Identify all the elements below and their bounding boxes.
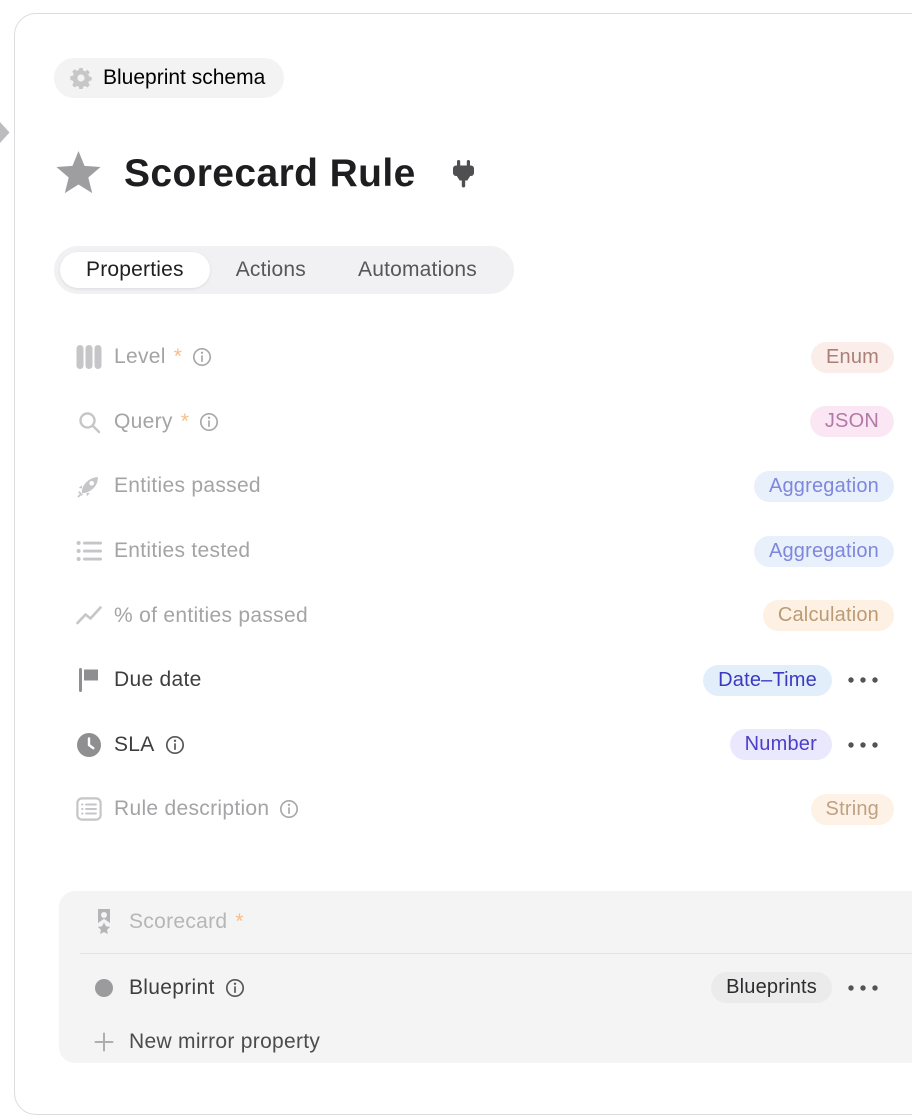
tab-automations[interactable]: Automations [357, 258, 477, 281]
required-asterisk: * [235, 910, 244, 933]
property-row-rule-description[interactable]: Rule description String [54, 777, 894, 842]
clock-icon [74, 732, 104, 758]
type-badge: Calculation [762, 600, 894, 632]
info-icon[interactable] [165, 735, 185, 755]
property-label: Query [114, 409, 173, 433]
type-badge: String [810, 793, 894, 825]
star-icon [54, 150, 103, 198]
type-badge: Blueprints [711, 972, 832, 1003]
more-menu-icon[interactable] [832, 984, 894, 992]
new-mirror-property-button[interactable]: New mirror property [59, 1021, 912, 1063]
plug-icon [452, 160, 475, 188]
info-icon[interactable] [279, 799, 299, 819]
relation-row-scorecard[interactable]: Scorecard * [59, 891, 912, 953]
tab-properties[interactable]: Properties [60, 252, 210, 288]
property-label: Rule description [114, 797, 270, 821]
medal-icon [89, 908, 119, 936]
new-mirror-property-label: New mirror property [129, 1030, 321, 1053]
rocket-icon [74, 473, 104, 499]
panel-divider [80, 953, 912, 954]
search-icon [74, 410, 104, 434]
circle-icon [89, 978, 119, 998]
relation-panel: Scorecard * Blueprint Blueprints New mir… [59, 891, 912, 1063]
required-asterisk: * [173, 345, 182, 369]
info-icon[interactable] [225, 978, 245, 998]
type-badge: Aggregation [753, 535, 894, 567]
property-row-entities-passed[interactable]: Entities passed Aggregation [54, 454, 894, 519]
info-icon[interactable] [192, 347, 212, 367]
gear-icon [70, 67, 92, 90]
blueprint-schema-chip: Blueprint schema [54, 58, 285, 98]
properties-list: Level * Enum Query * JSON Entities p [54, 325, 894, 842]
property-label: % of entities passed [114, 603, 308, 627]
tab-actions[interactable]: Actions [235, 258, 306, 281]
property-label: Entities passed [114, 474, 261, 498]
property-row-percent-entities-passed[interactable]: % of entities passed Calculation [54, 583, 894, 648]
type-badge: Enum [810, 341, 894, 373]
type-badge: Aggregation [753, 470, 894, 502]
list-icon [74, 539, 104, 563]
type-badge: Date–Time [703, 664, 832, 696]
blueprint-editor-card: Blueprint schema Scorecard Rule Properti… [14, 13, 912, 1115]
plus-icon [89, 1031, 119, 1053]
required-asterisk: * [180, 409, 189, 433]
relation-label: Blueprint [129, 975, 215, 999]
description-icon [74, 797, 104, 822]
info-icon[interactable] [199, 412, 219, 432]
type-badge: JSON [809, 406, 894, 438]
property-row-due-date[interactable]: Due date Date–Time [54, 648, 894, 713]
flag-icon [74, 667, 104, 693]
property-label: SLA [114, 732, 155, 756]
property-label: Due date [114, 668, 202, 692]
property-row-level[interactable]: Level * Enum [54, 325, 894, 390]
columns-icon [74, 344, 104, 370]
property-row-entities-tested[interactable]: Entities tested Aggregation [54, 519, 894, 584]
blueprint-title-row: Scorecard Rule [54, 142, 475, 206]
property-label: Entities tested [114, 539, 251, 563]
more-menu-icon[interactable] [832, 741, 894, 749]
relation-row-blueprint[interactable]: Blueprint Blueprints [59, 954, 912, 1021]
property-label: Level [114, 345, 166, 369]
page-title: Scorecard Rule [124, 152, 416, 195]
panel-collapse-arrow-icon[interactable] [0, 122, 10, 144]
relation-label: Scorecard [129, 910, 228, 933]
more-menu-icon[interactable] [832, 676, 894, 684]
tab-bar: Properties Actions Automations [54, 246, 514, 294]
blueprint-schema-label: Blueprint schema [103, 66, 266, 89]
type-badge: Number [729, 729, 832, 761]
property-row-sla[interactable]: SLA Number [54, 713, 894, 778]
trend-line-icon [74, 604, 104, 628]
property-row-query[interactable]: Query * JSON [54, 390, 894, 455]
